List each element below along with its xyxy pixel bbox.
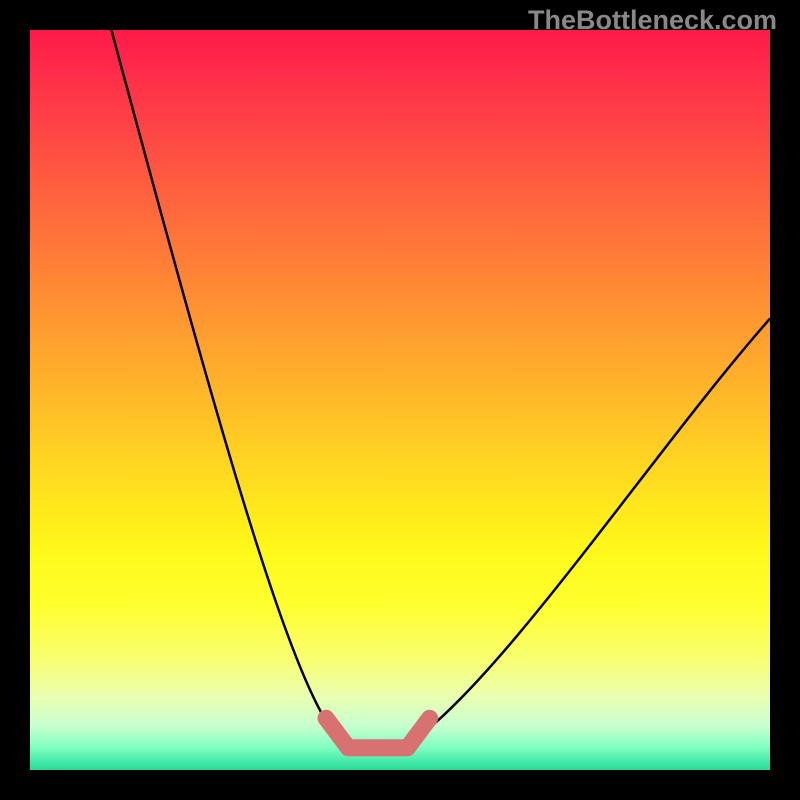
plot-area: [30, 30, 770, 770]
watermark-text: TheBottleneck.com: [528, 5, 777, 36]
chart-svg: [30, 30, 770, 770]
